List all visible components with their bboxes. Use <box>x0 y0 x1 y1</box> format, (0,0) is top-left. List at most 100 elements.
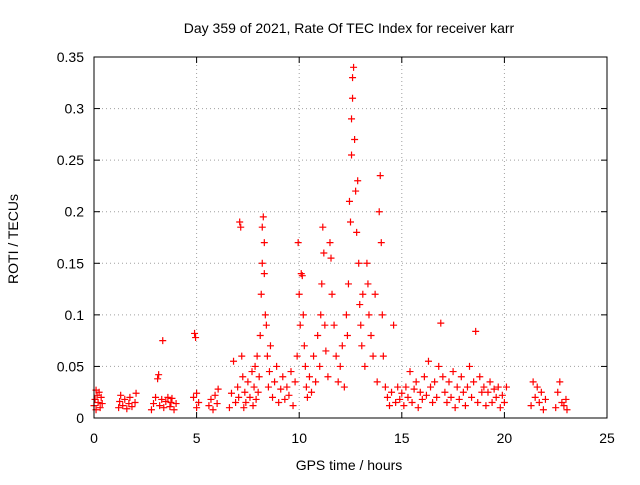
data-point <box>400 402 408 410</box>
data-point <box>255 373 263 381</box>
data-point <box>392 399 400 407</box>
data-point <box>439 373 447 381</box>
data-point <box>535 399 543 407</box>
data-point <box>322 347 330 355</box>
data-point <box>289 402 297 410</box>
data-point <box>455 395 463 403</box>
data-point <box>453 383 461 391</box>
data-point <box>155 371 163 379</box>
data-point <box>98 400 106 408</box>
data-point <box>539 406 547 414</box>
data-point <box>230 357 238 365</box>
data-point <box>192 334 200 342</box>
data-point <box>496 404 504 412</box>
data-point <box>242 399 250 407</box>
data-point <box>91 395 99 403</box>
data-point <box>445 378 453 386</box>
data-point <box>147 406 155 414</box>
data-point <box>340 383 348 391</box>
data-point <box>560 402 568 410</box>
data-point <box>273 362 281 370</box>
data-point <box>429 399 437 407</box>
data-point <box>441 388 449 396</box>
data-point <box>291 378 299 386</box>
data-point <box>235 393 243 401</box>
data-point <box>327 254 335 262</box>
data-point <box>562 395 570 403</box>
data-point <box>347 218 354 226</box>
data-point <box>170 406 178 414</box>
x-tick-label: 0 <box>90 430 98 446</box>
data-point <box>257 290 265 298</box>
data-point <box>285 391 293 399</box>
data-point <box>287 368 295 376</box>
data-point <box>283 383 291 391</box>
data-point <box>121 395 129 403</box>
data-point <box>172 400 180 408</box>
data-point <box>320 249 328 257</box>
data-point <box>482 402 490 410</box>
data-point <box>240 404 248 412</box>
data-point <box>350 63 358 71</box>
data-point <box>494 383 502 391</box>
data-point <box>301 362 309 370</box>
x-axis-label: GPS time / hours <box>296 457 403 473</box>
y-tick-label: 0 <box>76 410 84 426</box>
data-point <box>94 399 102 407</box>
data-point <box>261 311 269 319</box>
data-point <box>422 391 430 399</box>
data-point <box>336 362 344 370</box>
data-point <box>459 388 467 396</box>
data-point <box>246 393 254 401</box>
data-point <box>299 311 307 319</box>
data-point <box>259 213 267 221</box>
data-point <box>351 136 359 144</box>
data-point <box>349 74 357 82</box>
data-point <box>484 388 492 396</box>
data-point <box>312 378 320 386</box>
data-point <box>308 388 316 396</box>
data-point <box>541 395 549 403</box>
data-point <box>478 388 486 396</box>
data-point <box>326 239 334 247</box>
data-point <box>443 399 451 407</box>
data-point <box>527 402 535 410</box>
data-point <box>457 373 465 381</box>
data-point <box>269 393 277 401</box>
data-point <box>260 270 268 278</box>
y-tick-label: 0.2 <box>65 204 85 220</box>
data-point <box>359 290 367 298</box>
data-point <box>262 321 270 329</box>
data-point <box>385 402 393 410</box>
data-point <box>252 395 260 403</box>
data-point <box>353 228 361 236</box>
data-point <box>318 280 326 288</box>
data-point <box>253 352 261 360</box>
data-point <box>537 388 545 396</box>
data-point <box>237 223 245 231</box>
data-point <box>191 329 199 337</box>
data-point <box>213 400 221 408</box>
data-point <box>461 402 469 410</box>
data-point <box>296 321 304 329</box>
data-point <box>437 319 445 327</box>
data-point <box>256 331 264 339</box>
data-point <box>344 280 352 288</box>
data-point <box>474 399 482 407</box>
data-point <box>244 378 252 386</box>
data-point <box>154 375 162 383</box>
data-point <box>125 400 133 408</box>
chart-title: Day 359 of 2021, Rate Of TEC Index for r… <box>184 20 515 36</box>
data-point <box>279 373 287 381</box>
data-point <box>381 383 389 391</box>
data-point <box>258 223 266 231</box>
data-point <box>205 402 213 410</box>
plot-frame <box>93 56 608 419</box>
data-point <box>241 388 249 396</box>
y-tick-label: 0.15 <box>57 255 84 271</box>
data-point <box>319 223 327 231</box>
data-point <box>328 290 336 298</box>
data-point <box>211 391 219 399</box>
data-point <box>302 383 310 391</box>
